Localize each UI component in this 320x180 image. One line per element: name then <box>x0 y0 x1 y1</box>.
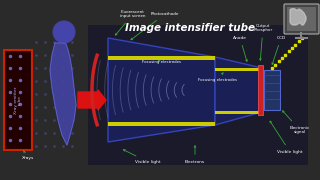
Text: Anode: Anode <box>233 36 247 61</box>
Bar <box>215 111 262 114</box>
FancyArrow shape <box>78 90 106 110</box>
Text: CCD: CCD <box>272 36 286 64</box>
Text: Output
Phosphor: Output Phosphor <box>253 24 273 60</box>
Bar <box>108 122 215 126</box>
Circle shape <box>53 21 75 43</box>
FancyBboxPatch shape <box>284 4 319 34</box>
Text: Focusing electrodes: Focusing electrodes <box>142 60 181 64</box>
Bar <box>108 56 215 60</box>
Polygon shape <box>290 8 306 25</box>
Bar <box>287 7 316 31</box>
Text: Visible light: Visible light <box>123 150 161 164</box>
Text: Visible light: Visible light <box>270 121 303 154</box>
Text: Electronic
signal: Electronic signal <box>283 111 310 134</box>
Polygon shape <box>215 57 262 125</box>
Text: Photocathode: Photocathode <box>131 12 179 40</box>
Bar <box>258 65 263 115</box>
Bar <box>215 68 262 71</box>
Bar <box>88 25 308 165</box>
Bar <box>4 50 32 150</box>
Text: Fluorescent
input screen: Fluorescent input screen <box>116 10 146 35</box>
Text: Xrays: Xrays <box>22 151 34 160</box>
Polygon shape <box>50 43 76 145</box>
Text: Xray emitter
tube: Xray emitter tube <box>14 86 22 114</box>
Text: Focusing electrodes: Focusing electrodes <box>198 73 237 82</box>
Polygon shape <box>108 38 215 142</box>
Text: Electrons: Electrons <box>185 146 205 164</box>
Text: Image intensifier tube: Image intensifier tube <box>125 23 255 33</box>
Bar <box>264 70 280 110</box>
